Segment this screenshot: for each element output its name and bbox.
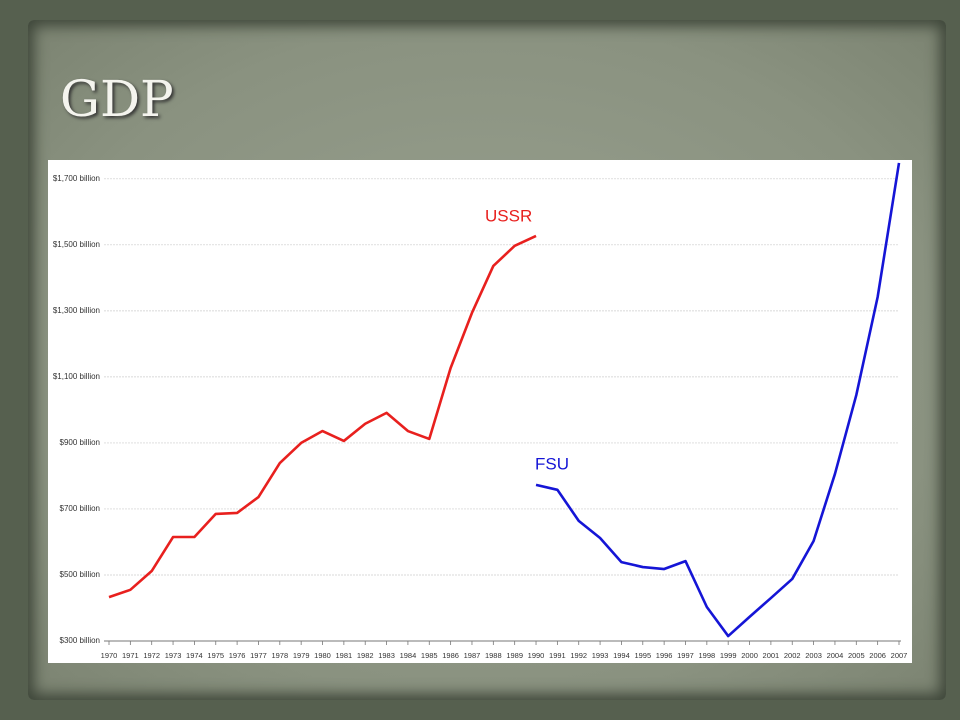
- x-tick-label: 1977: [250, 651, 267, 660]
- x-tick-label: 1979: [293, 651, 310, 660]
- x-tick-label: 1991: [549, 651, 566, 660]
- series-label: FSU: [535, 454, 569, 473]
- x-tick-label: 1982: [357, 651, 374, 660]
- y-tick-label: $900 billion: [60, 438, 100, 447]
- x-tick-label: 2000: [741, 651, 758, 660]
- x-tick-label: 1992: [570, 651, 587, 660]
- x-tick-label: 2006: [869, 651, 886, 660]
- x-tick-label: 1993: [592, 651, 609, 660]
- x-tick-label: 2004: [827, 651, 844, 660]
- slide-title: GDP: [60, 70, 174, 128]
- x-tick-label: 2005: [848, 651, 865, 660]
- x-tick-label: 2002: [784, 651, 801, 660]
- x-tick-label: 1971: [122, 651, 139, 660]
- x-tick-label: 1995: [634, 651, 651, 660]
- x-tick-label: 1976: [229, 651, 246, 660]
- y-tick-label: $1,500 billion: [53, 240, 100, 249]
- x-tick-label: 1980: [314, 651, 331, 660]
- y-tick-label: $1,300 billion: [53, 306, 100, 315]
- x-tick-label: 1981: [336, 651, 353, 660]
- x-tick-label: 1994: [613, 651, 630, 660]
- y-tick-label: $700 billion: [60, 504, 100, 513]
- x-tick-label: 2003: [805, 651, 822, 660]
- x-tick-label: 1989: [506, 651, 523, 660]
- x-tick-label: 1978: [271, 651, 288, 660]
- series-label: USSR: [485, 206, 532, 225]
- x-tick-label: 1970: [101, 651, 118, 660]
- x-tick-label: 1997: [677, 651, 694, 660]
- x-tick-label: 1984: [400, 651, 417, 660]
- series-line: [108, 234, 537, 599]
- y-tick-label: $500 billion: [60, 570, 100, 579]
- x-tick-label: 1996: [656, 651, 673, 660]
- x-tick-label: 1974: [186, 651, 203, 660]
- x-tick-label: 2007: [891, 651, 908, 660]
- x-tick-label: 1983: [378, 651, 395, 660]
- x-tick-label: 1973: [165, 651, 182, 660]
- x-tick-label: 1998: [698, 651, 715, 660]
- x-tick-label: 2001: [763, 651, 780, 660]
- y-tick-label: $300 billion: [60, 636, 100, 645]
- x-tick-label: 1986: [442, 651, 459, 660]
- x-tick-label: 1972: [143, 651, 160, 660]
- x-tick-label: 1975: [207, 651, 224, 660]
- y-tick-label: $1,100 billion: [53, 372, 100, 381]
- x-tick-label: 1988: [485, 651, 502, 660]
- series-line: [535, 162, 901, 638]
- x-tick-label: 1990: [528, 651, 545, 660]
- plot-background: [48, 160, 912, 663]
- x-tick-label: 1999: [720, 651, 737, 660]
- y-tick-label: $1,700 billion: [53, 174, 100, 183]
- x-tick-label: 1985: [421, 651, 438, 660]
- x-tick-label: 1987: [464, 651, 481, 660]
